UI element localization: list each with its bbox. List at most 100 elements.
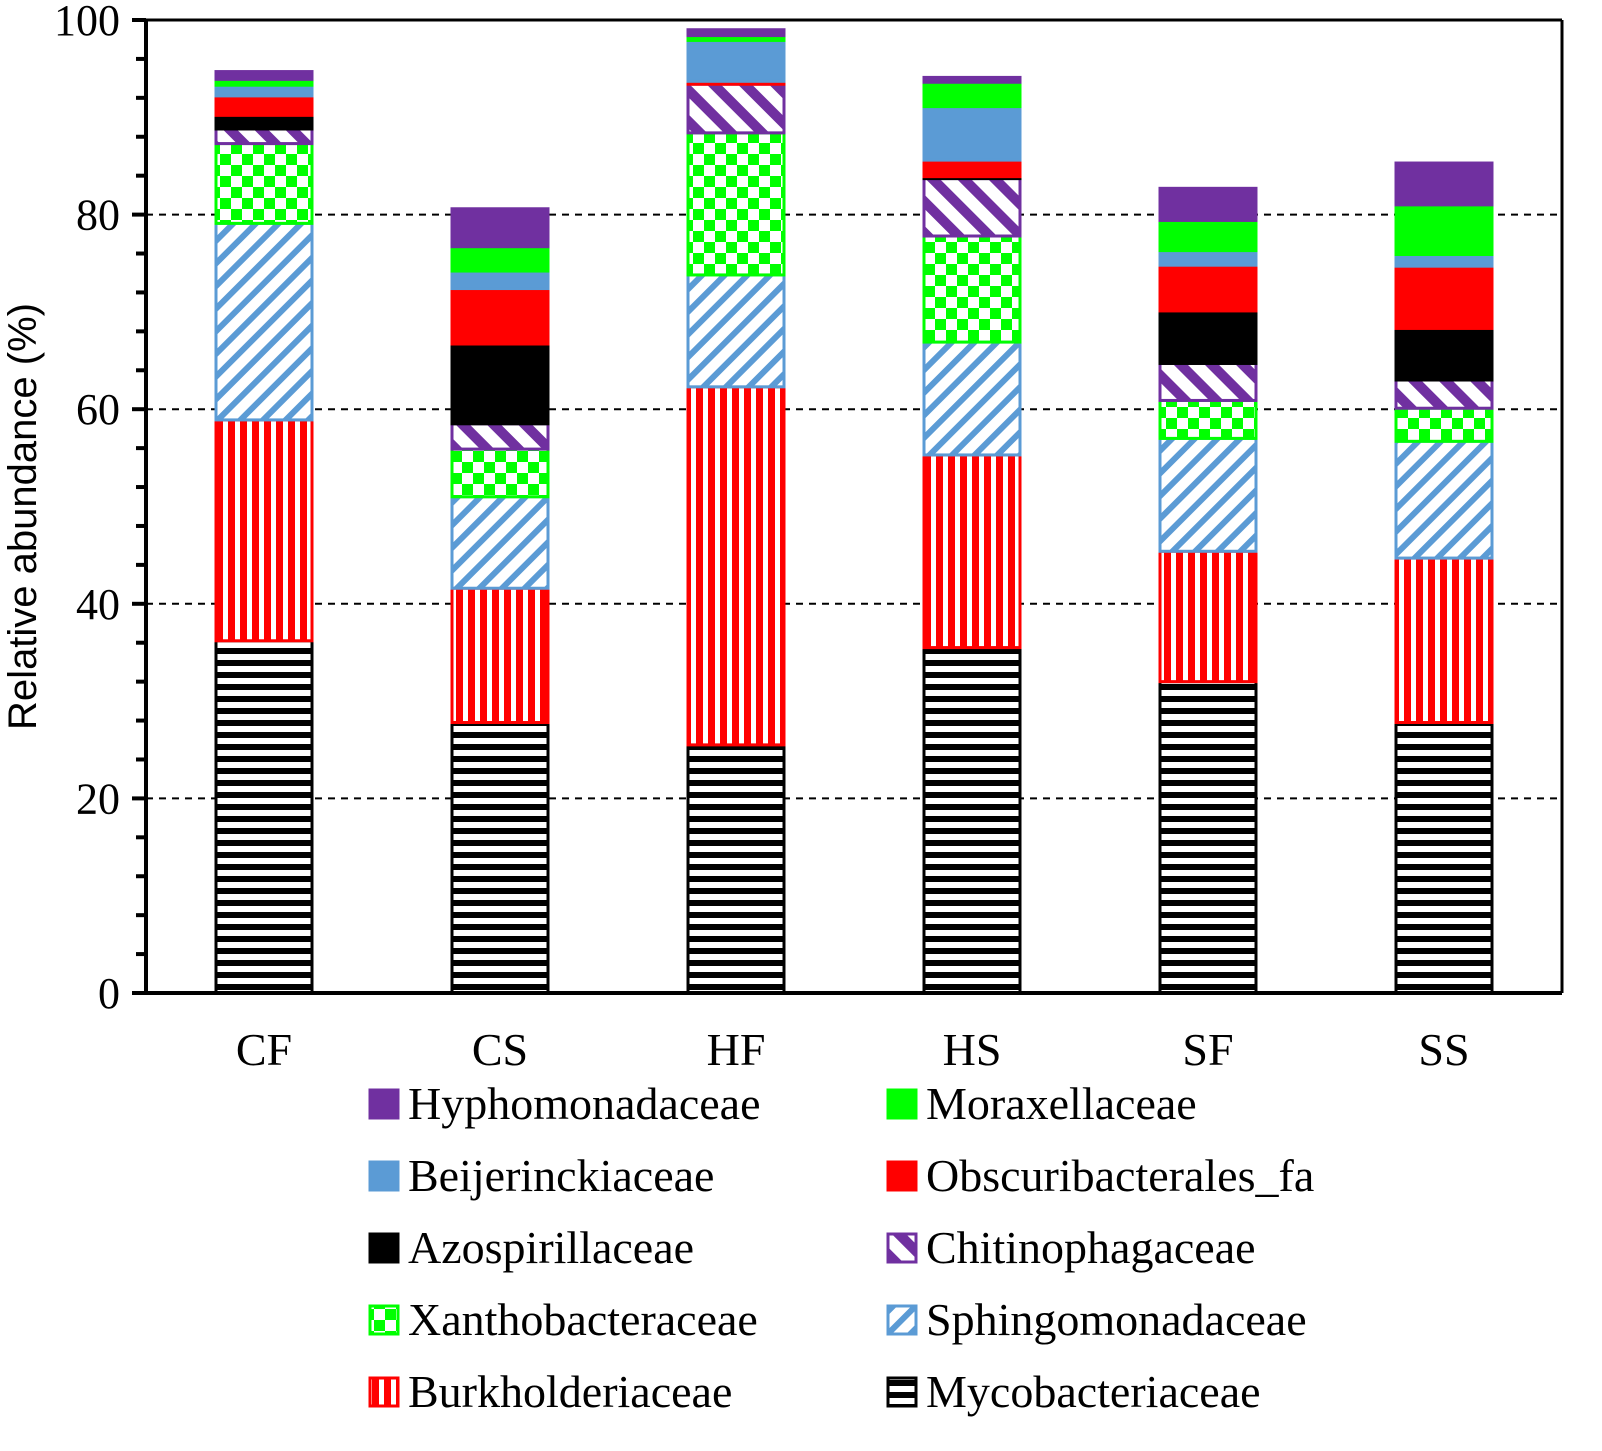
legend-item-burkholderiaceae: Burkholderiaceae xyxy=(368,1366,732,1417)
x-tick-label-hf: HF xyxy=(707,1024,766,1075)
segment-hs-sphingomonadaceae xyxy=(922,340,1022,457)
segment-hf-burkholderiaceae xyxy=(686,385,786,747)
x-tick-label-ss: SS xyxy=(1418,1024,1469,1075)
legend-item-chitinophagaceae: Chitinophagaceae xyxy=(886,1222,1256,1273)
legend-item-beijerinckiaceae: Beijerinckiaceae xyxy=(368,1150,714,1201)
axes xyxy=(144,18,1564,995)
legend-swatch-hyphomonadaceae xyxy=(368,1088,400,1120)
legend-swatch-sphingomonadaceae xyxy=(886,1304,918,1336)
segment-cf-azospirillaceae xyxy=(214,113,314,131)
legend-item-xanthobacteraceae: Xanthobacteraceae xyxy=(368,1294,758,1345)
segment-ss-obscuribacterales-fa xyxy=(1394,264,1494,330)
segment-sf-azospirillaceae xyxy=(1158,309,1258,365)
legend-label-beijerinckiaceae: Beijerinckiaceae xyxy=(408,1150,714,1201)
segment-ss-chitinophagaceae xyxy=(1394,378,1494,410)
segment-cs-xanthobacteraceae xyxy=(450,447,550,499)
segment-ss-moraxellaceae xyxy=(1394,203,1494,256)
y-tick-label-100: 100 xyxy=(54,0,120,45)
segment-cf-mycobacteriaceae xyxy=(214,639,314,995)
segment-hs-beijerinckiaceae xyxy=(922,105,1022,162)
legend-swatch-mycobacteriaceae xyxy=(886,1376,918,1408)
legend-swatch-obscuribacterales-fa xyxy=(886,1160,918,1192)
legend-label-chitinophagaceae: Chitinophagaceae xyxy=(926,1222,1256,1273)
segment-sf-beijerinckiaceae xyxy=(1158,249,1258,267)
y-axis-label: Relative abundance (%) xyxy=(1,303,45,730)
y-tick-label-60: 60 xyxy=(76,385,120,434)
legend-swatch-burkholderiaceae xyxy=(368,1376,400,1408)
x-tick-label-hs: HS xyxy=(943,1024,1002,1075)
segment-hf-xanthobacteraceae xyxy=(686,131,786,277)
segment-hs-xanthobacteraceae xyxy=(922,234,1022,344)
segment-hf-sphingomonadaceae xyxy=(686,273,786,389)
segment-sf-burkholderiaceae xyxy=(1158,549,1258,684)
segment-hf-chitinophagaceae xyxy=(686,82,786,135)
segment-sf-sphingomonadaceae xyxy=(1158,436,1258,553)
segment-cf-sphingomonadaceae xyxy=(214,221,314,422)
legend-item-mycobacteriaceae: Mycobacteriaceae xyxy=(886,1366,1261,1417)
segment-cs-obscuribacterales-fa xyxy=(450,287,550,346)
segment-hs-burkholderiaceae xyxy=(922,453,1022,650)
y-tick-label-0: 0 xyxy=(98,969,120,1018)
segment-hs-obscuribacterales-fa xyxy=(922,158,1022,179)
legend-label-obscuribacterales-fa: Obscuribacterales_fa xyxy=(926,1150,1314,1201)
segment-cf-obscuribacterales-fa xyxy=(214,94,314,117)
x-tick-label-sf: SF xyxy=(1182,1024,1233,1075)
legend: Hyphomonadaceae Moraxellaceae Beijerinckia… xyxy=(368,1078,1314,1417)
segment-cf-xanthobacteraceae xyxy=(214,142,314,225)
legend-item-moraxellaceae: Moraxellaceae xyxy=(886,1078,1197,1129)
legend-label-azospirillaceae: Azospirillaceae xyxy=(408,1222,694,1273)
segment-hs-chitinophagaceae xyxy=(922,177,1022,238)
segment-sf-hyphomonadaceae xyxy=(1158,186,1258,222)
segment-sf-mycobacteriaceae xyxy=(1158,680,1258,995)
legend-item-azospirillaceae: Azospirillaceae xyxy=(368,1222,694,1273)
segment-hf-beijerinckiaceae xyxy=(686,38,786,83)
segment-cs-azospirillaceae xyxy=(450,342,550,426)
segment-ss-sphingomonadaceae xyxy=(1394,439,1494,560)
segment-ss-azospirillaceae xyxy=(1394,326,1494,382)
segment-cs-chitinophagaceae xyxy=(450,422,550,451)
legend-label-mycobacteriaceae: Mycobacteriaceae xyxy=(926,1366,1261,1417)
segment-hs-hyphomonadaceae xyxy=(922,75,1022,84)
segment-cs-sphingomonadaceae xyxy=(450,495,550,590)
bar-hf xyxy=(686,28,786,995)
legend-item-obscuribacterales-fa: Obscuribacterales_fa xyxy=(886,1150,1314,1201)
legend-item-sphingomonadaceae: Sphingomonadaceae xyxy=(886,1294,1307,1345)
legend-label-hyphomonadaceae: Hyphomonadaceae xyxy=(408,1078,761,1129)
bar-cs xyxy=(450,207,550,995)
bar-ss xyxy=(1394,161,1494,995)
segment-ss-xanthobacteraceae xyxy=(1394,406,1494,443)
segment-sf-obscuribacterales-fa xyxy=(1158,263,1258,313)
legend-item-hyphomonadaceae: Hyphomonadaceae xyxy=(368,1078,761,1129)
legend-label-burkholderiaceae: Burkholderiaceae xyxy=(408,1366,732,1417)
legend-swatch-moraxellaceae xyxy=(886,1088,918,1120)
segment-sf-chitinophagaceae xyxy=(1158,361,1258,402)
segment-sf-moraxellaceae xyxy=(1158,218,1258,253)
y-tick-label-40: 40 xyxy=(76,580,120,629)
segment-cf-beijerinckiaceae xyxy=(214,83,314,98)
y-tick-label-20: 20 xyxy=(76,774,120,823)
legend-swatch-azospirillaceae xyxy=(368,1232,400,1264)
segment-cs-moraxellaceae xyxy=(450,245,550,273)
y-ticks: 0 20 40 60 80 100 xyxy=(54,0,146,1018)
segment-ss-mycobacteriaceae xyxy=(1394,721,1494,995)
segment-ss-beijerinckiaceae xyxy=(1394,252,1494,268)
segment-cf-hyphomonadaceae xyxy=(214,70,314,81)
segment-cs-mycobacteriaceae xyxy=(450,721,550,995)
segment-sf-xanthobacteraceae xyxy=(1158,398,1258,440)
bar-hs xyxy=(922,75,1022,995)
legend-label-moraxellaceae: Moraxellaceae xyxy=(926,1078,1197,1129)
segment-hs-moraxellaceae xyxy=(922,80,1022,109)
segment-cf-burkholderiaceae xyxy=(214,418,314,643)
gridlines xyxy=(146,213,1562,800)
x-tick-label-cs: CS xyxy=(472,1024,528,1075)
legend-label-xanthobacteraceae: Xanthobacteraceae xyxy=(408,1294,758,1345)
segment-hf-hyphomonadaceae xyxy=(686,28,786,38)
segment-ss-hyphomonadaceae xyxy=(1394,161,1494,207)
bar-cf xyxy=(214,70,314,995)
x-tick-labels: CF CS HF HS SF SS xyxy=(236,1024,1470,1075)
legend-swatch-beijerinckiaceae xyxy=(368,1160,400,1192)
segment-cf-chitinophagaceae xyxy=(214,127,314,146)
segment-hs-mycobacteriaceae xyxy=(922,646,1022,995)
bar-sf xyxy=(1158,186,1258,995)
